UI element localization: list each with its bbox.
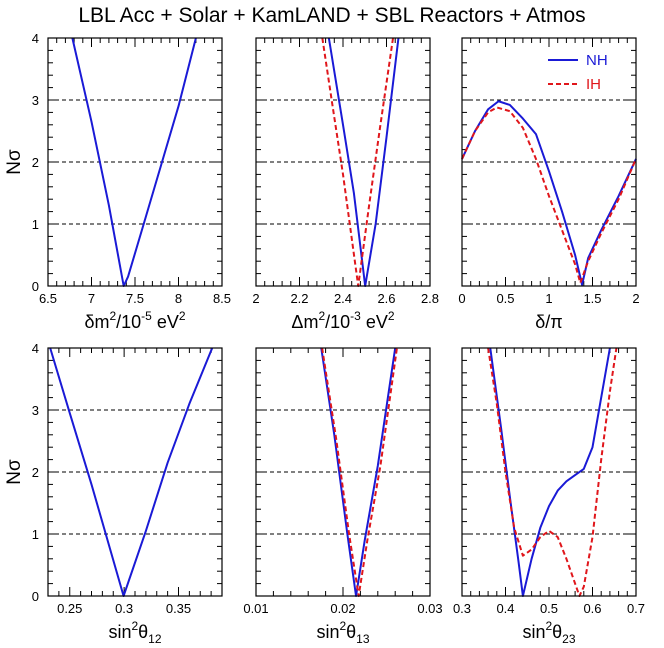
y-tick-label: 2 xyxy=(32,465,39,480)
plot-frame xyxy=(461,347,637,597)
series-IH-s23 xyxy=(487,347,618,597)
plot-frame xyxy=(47,347,223,597)
panel-s13: 0.01 0.02 0.03 sin2θ13 xyxy=(243,347,443,646)
x-tick-label: 0.25 xyxy=(57,601,82,616)
x-tick-label: 1.5 xyxy=(583,291,601,306)
legend-label-NH: NH xyxy=(586,52,608,69)
x-axis-label-delta: δ/π xyxy=(535,312,562,332)
x-axis-label-Dm2: Δm2/10-3 eV2 xyxy=(291,309,394,332)
x-tick-label: 0.5 xyxy=(496,291,514,306)
chart-panels: 6.5 7 7.5 8 8.5 0 1 2 3 4 δm2/10-5 eV2 2 2.2 2.4 2.6 2.… xyxy=(32,31,645,646)
series-NH-delta xyxy=(461,100,637,286)
y-tick-label: 1 xyxy=(32,527,39,542)
x-axis-label-dm2: δm2/10-5 eV2 xyxy=(84,309,185,332)
plot-frame xyxy=(461,37,637,287)
plot-frame xyxy=(255,347,431,597)
x-tick-label: 0.3 xyxy=(115,601,133,616)
x-tick-label: 2.4 xyxy=(334,291,352,306)
x-tick-label: 2.6 xyxy=(377,291,395,306)
x-tick-label: 2 xyxy=(252,291,259,306)
y-tick-label: 2 xyxy=(32,155,39,170)
plot-frame xyxy=(255,37,431,287)
x-tick-label: 1 xyxy=(545,291,552,306)
x-axis-label-s23: sin2θ23 xyxy=(522,619,575,646)
x-tick-label: 0.02 xyxy=(330,601,355,616)
x-tick-label: 0 xyxy=(458,291,465,306)
y-tick-label: 0 xyxy=(32,589,39,604)
x-tick-label: 7 xyxy=(88,291,95,306)
x-tick-label: 0.6 xyxy=(583,601,601,616)
x-tick-label: 6.5 xyxy=(39,291,57,306)
x-tick-label: 8.5 xyxy=(213,291,231,306)
x-tick-label: 2.8 xyxy=(421,291,439,306)
panel-delta: 0 0.5 1 1.5 2 δ/π NH IH xyxy=(458,37,640,332)
x-tick-label: 0.35 xyxy=(166,601,191,616)
y-axis-label-bottom: Nσ xyxy=(4,459,25,485)
x-tick-label: 0.3 xyxy=(453,601,471,616)
x-tick-label: 2 xyxy=(632,291,639,306)
x-tick-label: 0.03 xyxy=(417,601,442,616)
y-axis-label-top: Nσ xyxy=(4,149,25,175)
x-tick-label: 0.4 xyxy=(496,601,514,616)
plot-frame xyxy=(47,37,223,287)
figure-title: LBL Acc + Solar + KamLAND + SBL Reactors… xyxy=(78,4,585,27)
x-tick-label: 0.01 xyxy=(243,601,268,616)
x-tick-label: 0.7 xyxy=(627,601,645,616)
y-axis-label-text: Nσ xyxy=(4,459,25,485)
panel-Dm2: 2 2.2 2.4 2.6 2.8 Δm2/10-3 eV2 xyxy=(252,37,439,332)
x-tick-label: 2.2 xyxy=(290,291,308,306)
legend-label-IH: IH xyxy=(586,76,601,93)
x-axis-label-s13: sin2θ13 xyxy=(316,619,369,646)
y-tick-label: 0 xyxy=(32,279,39,294)
y-axis-label-text: Nσ xyxy=(4,149,25,175)
y-tick-label: 3 xyxy=(32,403,39,418)
x-tick-label: 0.5 xyxy=(540,601,558,616)
series-NH-s12 xyxy=(49,347,214,597)
panel-dm2: 6.5 7 7.5 8 8.5 0 1 2 3 4 δm2/10-5 eV2 xyxy=(32,31,231,332)
series-IH-delta xyxy=(461,106,637,284)
series-NH-dm2 xyxy=(71,37,197,287)
x-tick-label: 8 xyxy=(175,291,182,306)
x-axis-label-s12: sin2θ12 xyxy=(108,619,161,646)
x-tick-label: 7.5 xyxy=(126,291,144,306)
y-tick-label: 3 xyxy=(32,93,39,108)
y-tick-label: 4 xyxy=(32,341,39,356)
y-tick-label: 4 xyxy=(32,31,39,46)
y-tick-label: 1 xyxy=(32,217,39,232)
panel-s23: 0.3 0.4 0.5 0.6 0.7 sin2θ23 xyxy=(453,347,645,646)
panel-s12: 0.25 0.3 0.35 0 1 2 3 4 sin2θ12 xyxy=(32,341,223,646)
